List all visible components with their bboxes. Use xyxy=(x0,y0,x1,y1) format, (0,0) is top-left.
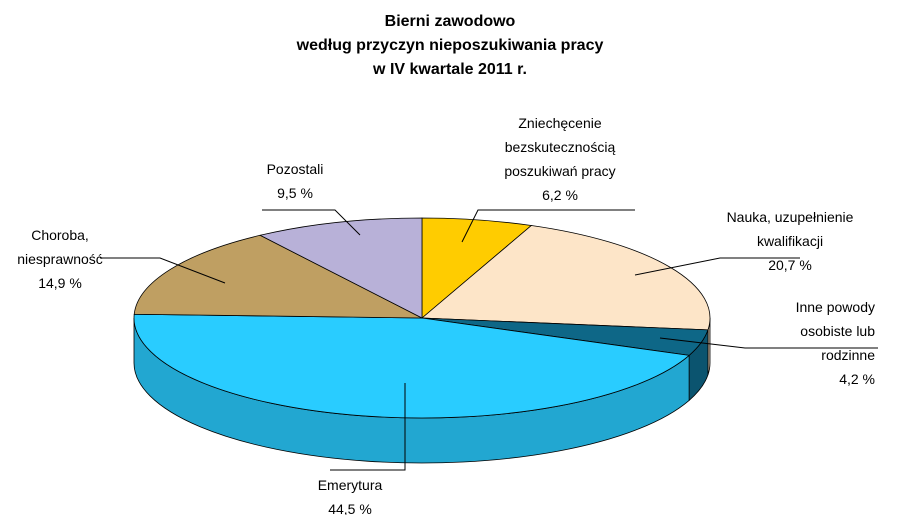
slice xyxy=(420,225,711,331)
slice-label: Choroba, niesprawność xyxy=(17,227,103,267)
value-label: 4,2 % xyxy=(839,371,875,387)
slice-label: Pozostali xyxy=(267,161,324,177)
slice-label: Zniechęcenie bezskutecznością poszukiwań p… xyxy=(504,115,615,179)
slice xyxy=(133,313,691,419)
leader-line xyxy=(100,257,226,284)
value-label: 44,5 % xyxy=(328,501,372,515)
value-label: 20,7 % xyxy=(768,257,812,273)
value-label: 9,5 % xyxy=(277,185,313,201)
chart-title: Bierni zawodowo według przyczyn nieposzuk… xyxy=(296,13,604,78)
slice-label: Emerytura xyxy=(318,477,383,493)
leader-line xyxy=(330,383,406,471)
value-label: 6,2 % xyxy=(542,187,578,203)
slice-label: Nauka, uzupełnienie kwalifikacji xyxy=(727,209,854,249)
value-label: 14,9 % xyxy=(38,275,82,291)
slice xyxy=(133,234,423,319)
leader-line xyxy=(634,257,800,276)
leader-line xyxy=(659,337,878,349)
leader-line xyxy=(461,209,635,243)
slice-label: Inne powody osobiste lub rodzinne xyxy=(796,299,876,363)
slice xyxy=(258,217,423,319)
leader-line xyxy=(262,209,361,236)
